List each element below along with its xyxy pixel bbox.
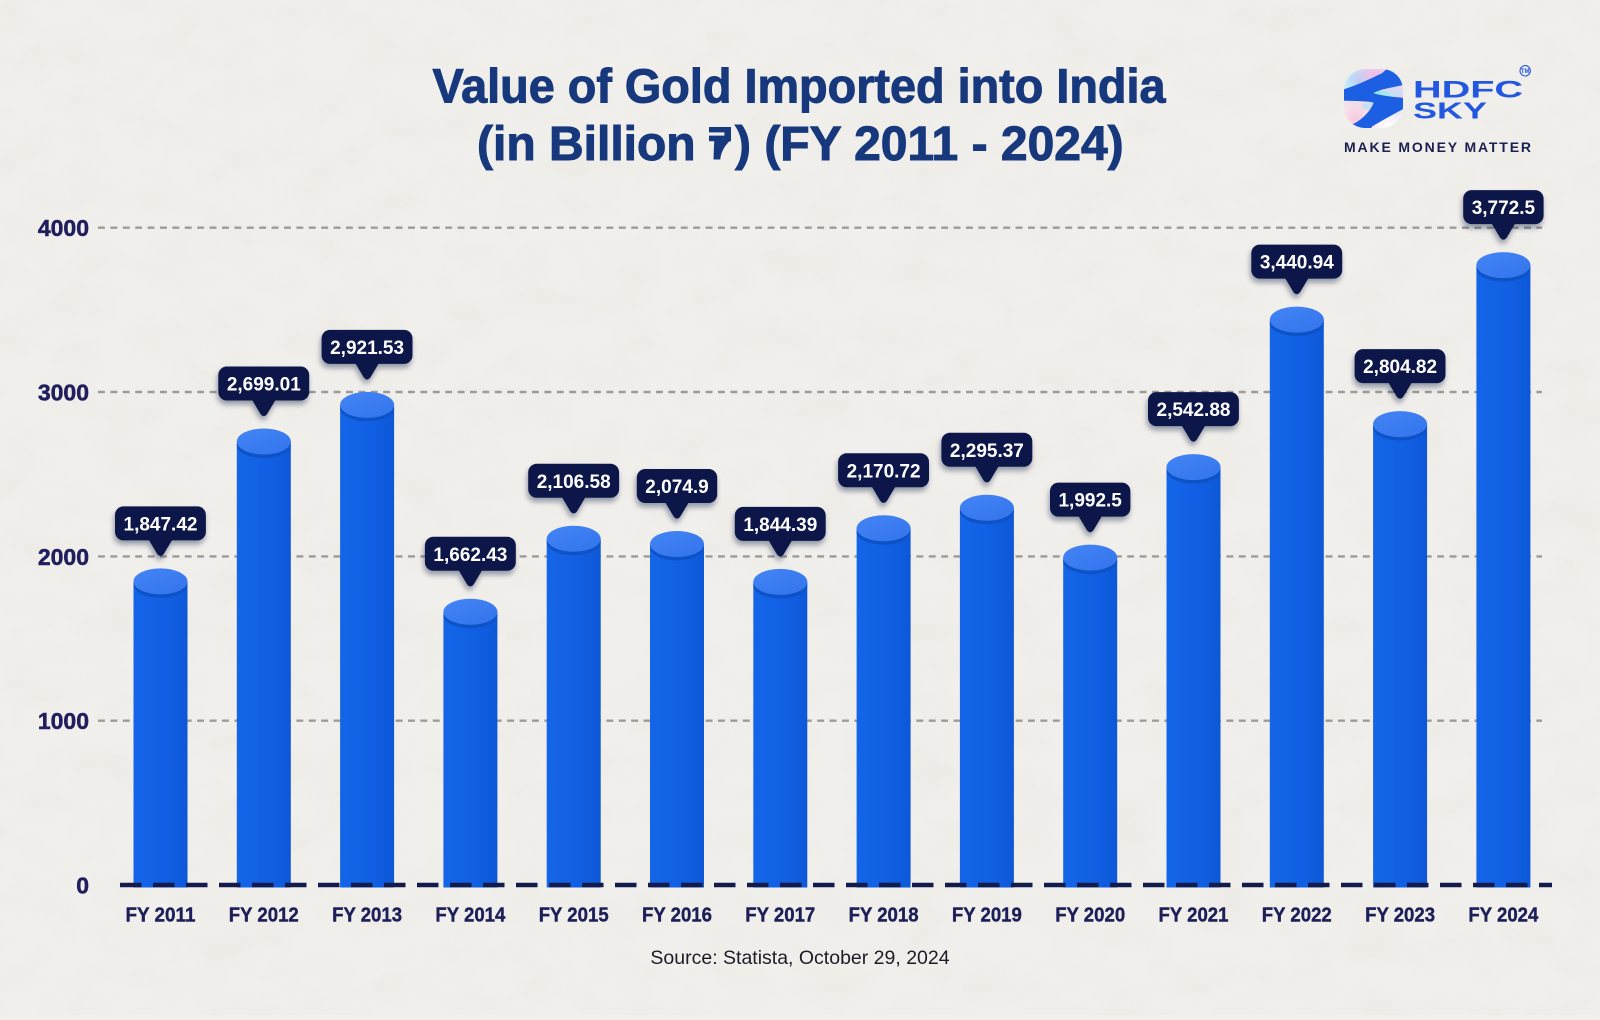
svg-text:(in Billion: (in Billion: [477, 118, 696, 171]
svg-text:3,440.94: 3,440.94: [1260, 253, 1334, 274]
svg-text:3000: 3000: [38, 379, 89, 405]
svg-text:1,992.5: 1,992.5: [1058, 491, 1122, 512]
svg-text:2,804.82: 2,804.82: [1363, 357, 1437, 378]
svg-text:FY 2018: FY 2018: [849, 904, 919, 927]
svg-text:FY 2020: FY 2020: [1055, 904, 1125, 927]
svg-text:2,921.53: 2,921.53: [330, 338, 404, 359]
svg-text:1,662.43: 1,662.43: [433, 545, 507, 566]
svg-text:1,844.39: 1,844.39: [743, 515, 817, 536]
svg-text:1000: 1000: [38, 708, 89, 734]
svg-text:FY 2021: FY 2021: [1159, 904, 1229, 927]
svg-text:FY 2023: FY 2023: [1365, 904, 1435, 927]
svg-text:1,847.42: 1,847.42: [124, 514, 198, 535]
svg-text:MAKE MONEY MATTER: MAKE MONEY MATTER: [1344, 139, 1531, 155]
svg-text:FY 2024: FY 2024: [1468, 904, 1539, 927]
svg-text:Value of Gold Imported into In: Value of Gold Imported into India: [433, 61, 1166, 114]
svg-text:2,170.72: 2,170.72: [847, 461, 921, 482]
svg-text:2,699.01: 2,699.01: [227, 375, 301, 396]
svg-text:Source: Statista, October 29,: Source: Statista, October 29, 2024: [650, 947, 949, 969]
svg-text:TM: TM: [1521, 69, 1530, 75]
svg-text:FY 2016: FY 2016: [642, 904, 712, 927]
svg-text:2,542.88: 2,542.88: [1157, 400, 1231, 421]
svg-text:FY 2022: FY 2022: [1262, 904, 1332, 927]
svg-text:FY 2014: FY 2014: [435, 904, 506, 927]
svg-text:SKY: SKY: [1413, 98, 1487, 124]
svg-text:0: 0: [76, 872, 89, 898]
svg-text:FY 2017: FY 2017: [745, 904, 815, 927]
svg-text:FY 2015: FY 2015: [539, 904, 609, 927]
svg-text:) (FY 2011 - 2024): ) (FY 2011 - 2024): [735, 118, 1124, 171]
svg-text:3,772.5: 3,772.5: [1472, 198, 1536, 219]
svg-text:FY 2019: FY 2019: [952, 904, 1022, 927]
svg-text:2,106.58: 2,106.58: [537, 472, 611, 493]
svg-text:FY 2011: FY 2011: [126, 904, 196, 927]
svg-text:4000: 4000: [38, 215, 89, 241]
svg-text:2,074.9: 2,074.9: [645, 477, 708, 498]
svg-text:2,295.37: 2,295.37: [950, 441, 1024, 462]
svg-text:HDFC: HDFC: [1413, 76, 1523, 103]
svg-text:FY 2013: FY 2013: [332, 904, 402, 927]
svg-text:2000: 2000: [38, 544, 89, 570]
svg-text:FY 2012: FY 2012: [229, 904, 299, 927]
